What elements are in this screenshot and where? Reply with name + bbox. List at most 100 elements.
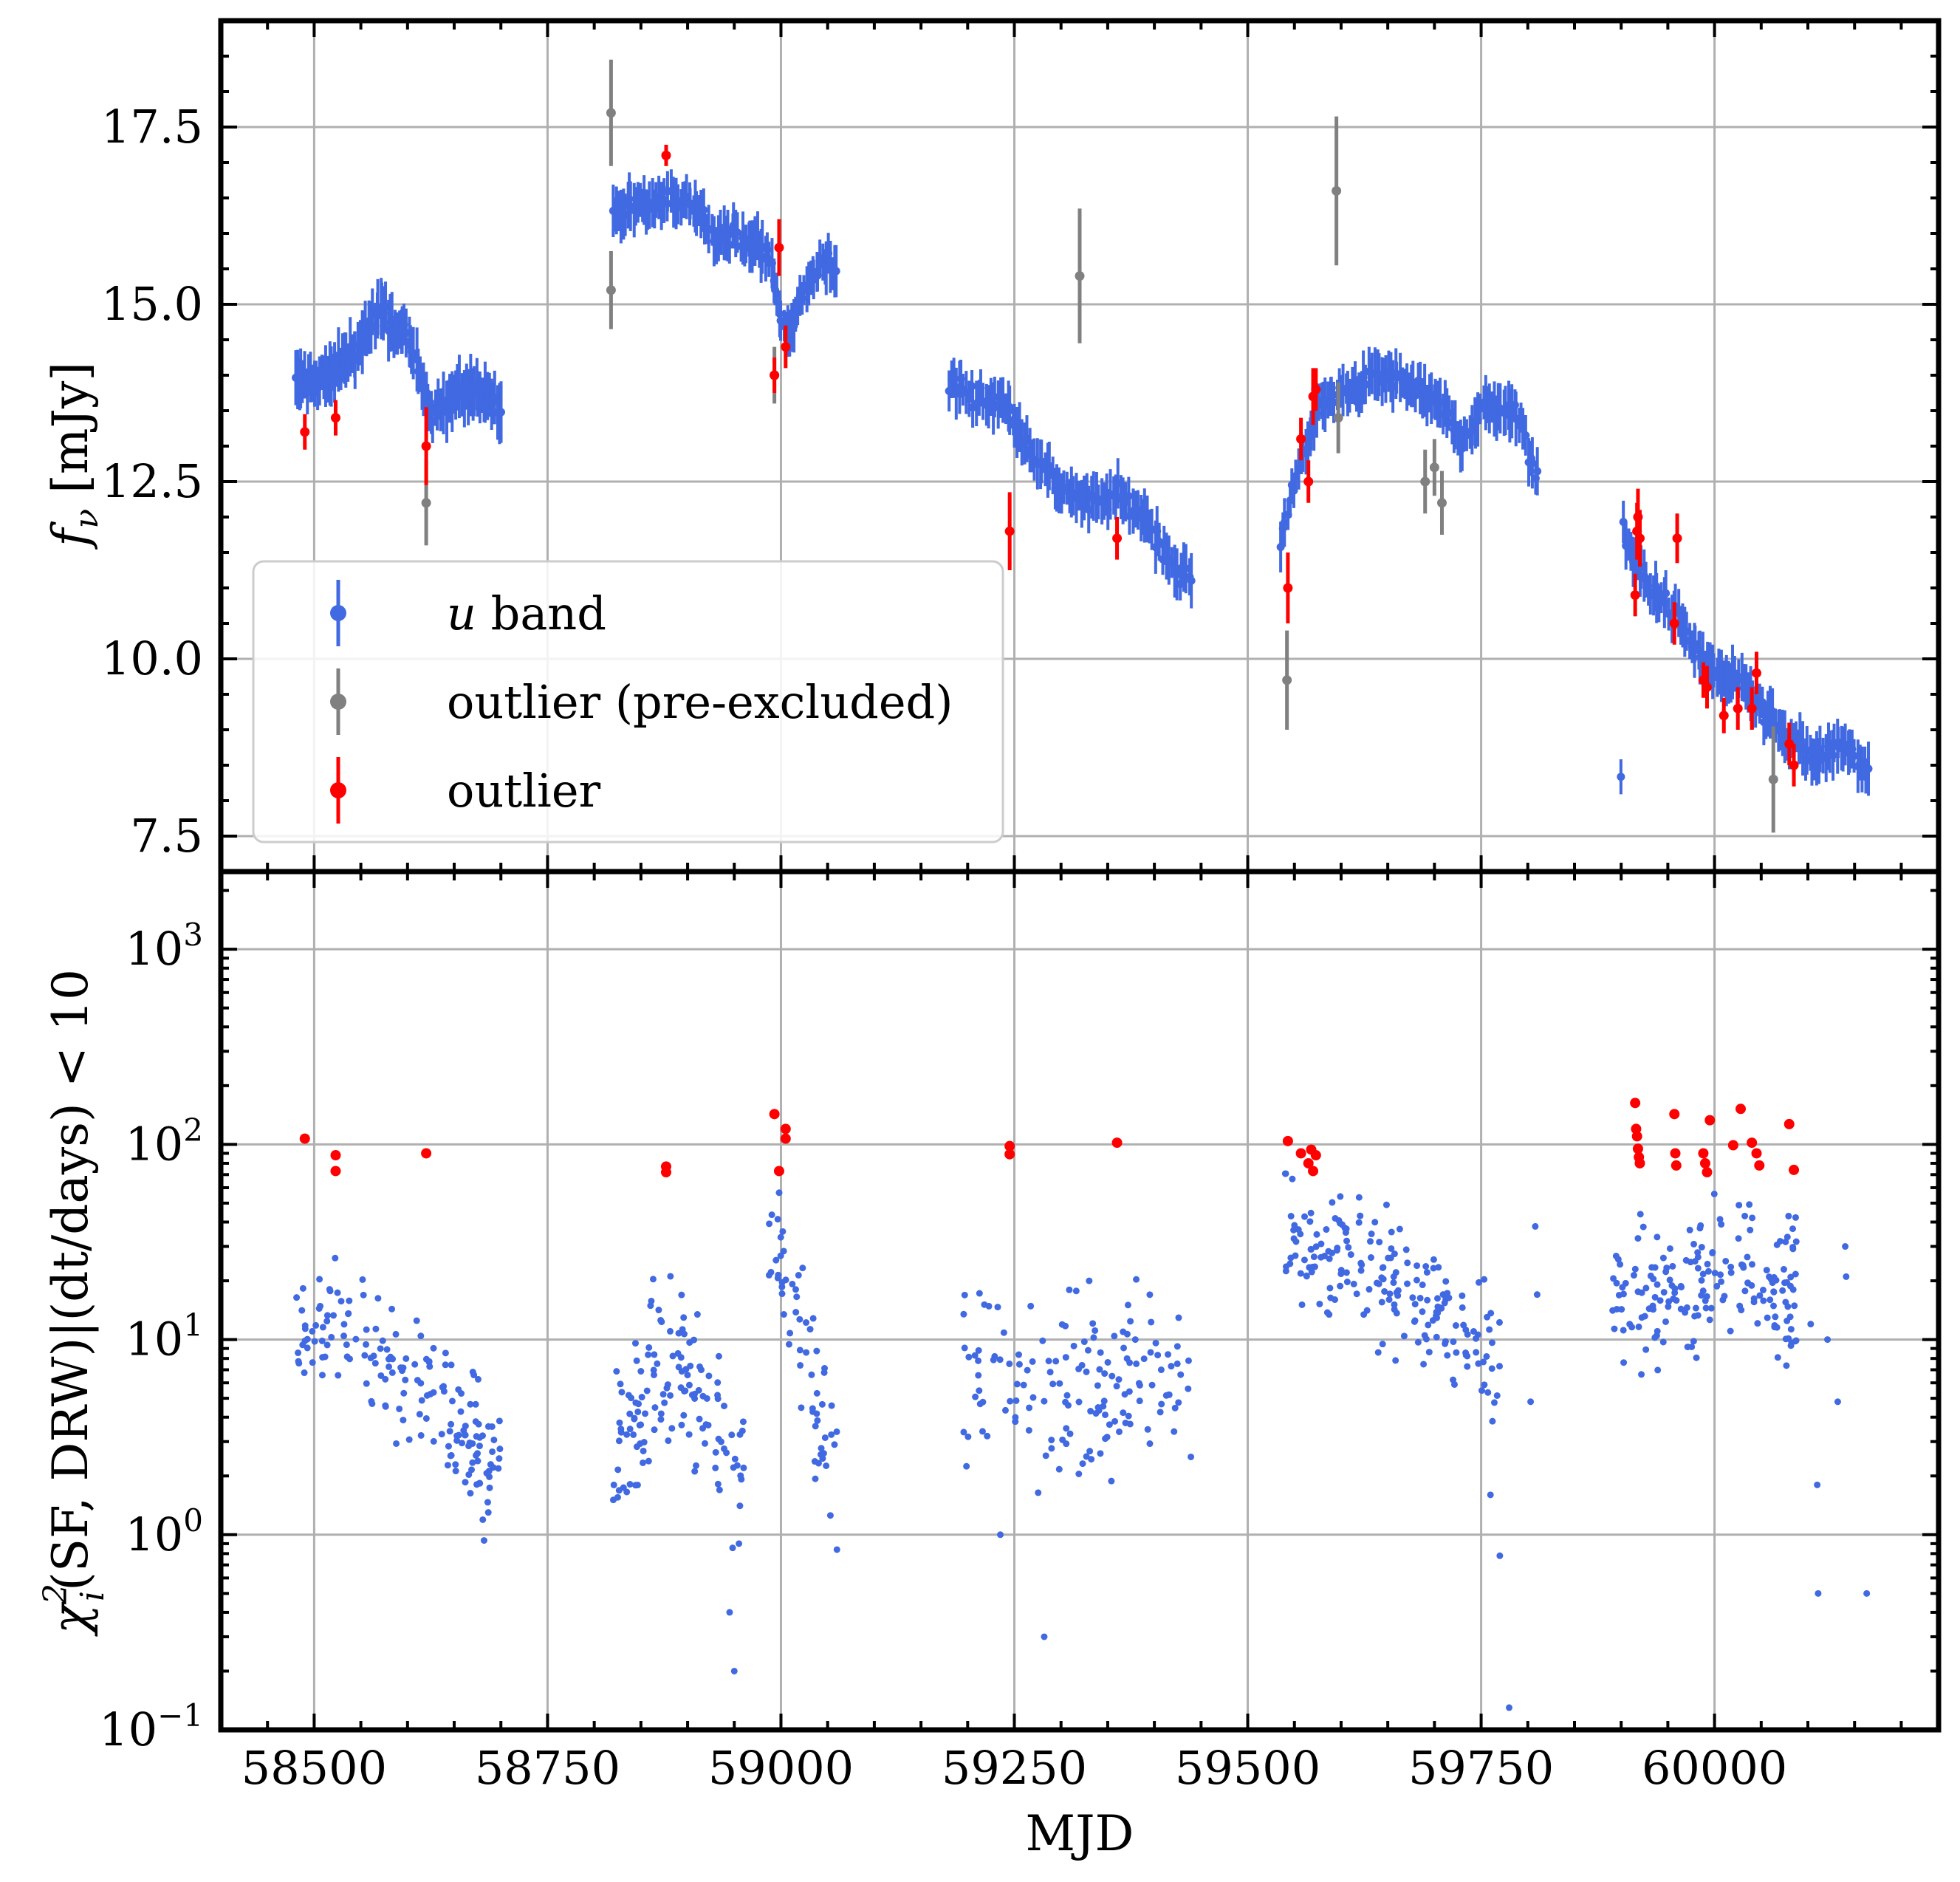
chi2-point bbox=[392, 1330, 400, 1338]
chi2-point bbox=[489, 1448, 496, 1455]
tick-exponent: 3 bbox=[183, 917, 203, 953]
chi2-point bbox=[1158, 1400, 1165, 1408]
chi2-point bbox=[1747, 1226, 1754, 1233]
chi2-point bbox=[1083, 1368, 1090, 1375]
chi2-point bbox=[1654, 1366, 1662, 1374]
bottom-y-tick-label: 101 bbox=[125, 1307, 203, 1366]
legend-outlier-marker bbox=[330, 782, 346, 798]
chi2-point bbox=[1444, 1352, 1451, 1359]
chi2-point bbox=[1704, 1260, 1711, 1267]
chi2-point bbox=[335, 1372, 342, 1379]
chi2-point bbox=[1391, 1306, 1398, 1313]
chi2-point bbox=[1702, 1304, 1710, 1312]
bottom-y-tick-label: 102 bbox=[125, 1112, 203, 1171]
outlier-point bbox=[1311, 384, 1321, 394]
chi2-point bbox=[633, 1357, 640, 1364]
chi2-point bbox=[1148, 1381, 1156, 1389]
chi2-point bbox=[1506, 1704, 1512, 1711]
chi2-point bbox=[1381, 1287, 1388, 1295]
chi2-point bbox=[779, 1228, 787, 1235]
chi2-point bbox=[1863, 1590, 1871, 1597]
chi2-point bbox=[388, 1369, 396, 1376]
chi2-point bbox=[1287, 1213, 1295, 1220]
chi2-point bbox=[1772, 1313, 1779, 1321]
chi2-point bbox=[1291, 1222, 1298, 1229]
chi2-point bbox=[1297, 1231, 1304, 1238]
chi2-point bbox=[1131, 1336, 1139, 1344]
chi2-point bbox=[379, 1337, 386, 1344]
chi2-point bbox=[476, 1443, 483, 1450]
chi2-outlier-point bbox=[1004, 1140, 1015, 1152]
chi2-point bbox=[626, 1426, 634, 1433]
chi2-point bbox=[1385, 1296, 1393, 1303]
chi2-point bbox=[1815, 1590, 1822, 1597]
chi2-point bbox=[484, 1499, 491, 1506]
chi2-point bbox=[668, 1425, 676, 1432]
chi2-point bbox=[417, 1431, 425, 1439]
chi2-point bbox=[1374, 1349, 1382, 1356]
chi2-point bbox=[1631, 1265, 1639, 1273]
chi2-point bbox=[1024, 1366, 1031, 1374]
chi2-point bbox=[1792, 1338, 1799, 1345]
chi2-point bbox=[677, 1384, 685, 1392]
chi2-point bbox=[1357, 1267, 1365, 1274]
chi2-point bbox=[1746, 1201, 1753, 1208]
chi2-point bbox=[340, 1332, 348, 1340]
chi2-point bbox=[659, 1391, 667, 1398]
chi2-point bbox=[657, 1416, 665, 1423]
pre-excluded-point bbox=[1282, 675, 1292, 685]
chi2-point bbox=[383, 1346, 391, 1353]
chi2-point bbox=[809, 1315, 817, 1322]
chi2-point bbox=[1308, 1268, 1315, 1276]
chi2-point bbox=[363, 1341, 370, 1348]
chi2-point bbox=[1496, 1363, 1503, 1370]
chi2-point bbox=[1786, 1282, 1794, 1290]
chi2-point bbox=[828, 1402, 835, 1409]
chi2-point bbox=[798, 1404, 805, 1412]
chi2-point bbox=[1144, 1426, 1151, 1433]
chi2-point bbox=[496, 1417, 503, 1425]
pre-excluded-point bbox=[606, 108, 616, 118]
chi2-point bbox=[1111, 1332, 1118, 1340]
chi2-point bbox=[814, 1417, 821, 1424]
legend-pre-excluded-marker bbox=[330, 694, 346, 710]
chi2-point bbox=[631, 1414, 638, 1422]
chi2-point bbox=[1000, 1329, 1007, 1336]
chi2-point bbox=[680, 1314, 688, 1321]
chi2-point bbox=[1690, 1240, 1698, 1248]
chi2-point bbox=[1323, 1226, 1330, 1233]
chi2-point bbox=[1063, 1440, 1070, 1448]
chi2-point bbox=[1442, 1340, 1449, 1347]
chi2-point bbox=[775, 1271, 782, 1279]
chi2-point bbox=[1422, 1335, 1430, 1343]
chi2-point bbox=[1776, 1237, 1783, 1245]
chi2-point bbox=[299, 1284, 306, 1292]
chi2-outlier-point bbox=[773, 1166, 784, 1177]
chi2-point bbox=[674, 1349, 682, 1357]
chi2-point bbox=[1613, 1305, 1620, 1313]
legend-entry-u-band: u band bbox=[330, 580, 606, 646]
chi2-point bbox=[467, 1400, 474, 1408]
chi2-point bbox=[1055, 1465, 1063, 1473]
chi2-point bbox=[997, 1531, 1004, 1539]
chi2-point bbox=[400, 1389, 408, 1397]
chi2-point bbox=[718, 1438, 725, 1445]
bottom-y-tick-label: 10−1 bbox=[99, 1697, 203, 1756]
chi2-point bbox=[1035, 1489, 1042, 1496]
chi2-point bbox=[1120, 1409, 1127, 1417]
outlier-point bbox=[330, 413, 340, 423]
chi2-outlier-point bbox=[660, 1167, 671, 1178]
chi2-point bbox=[1445, 1294, 1453, 1301]
chi2-point bbox=[617, 1380, 624, 1388]
chi2-point bbox=[1814, 1481, 1821, 1488]
chi2-point bbox=[1165, 1391, 1173, 1398]
chi2-point bbox=[714, 1392, 722, 1399]
chi2-point bbox=[1045, 1358, 1052, 1365]
chi2-point bbox=[1654, 1281, 1661, 1288]
chi2-point bbox=[780, 1248, 787, 1255]
chi2-point bbox=[1404, 1280, 1411, 1287]
chi2-point bbox=[1490, 1399, 1498, 1406]
chi2-point bbox=[1460, 1321, 1467, 1329]
chi2-point bbox=[655, 1307, 662, 1314]
chi2-point bbox=[1303, 1273, 1310, 1280]
